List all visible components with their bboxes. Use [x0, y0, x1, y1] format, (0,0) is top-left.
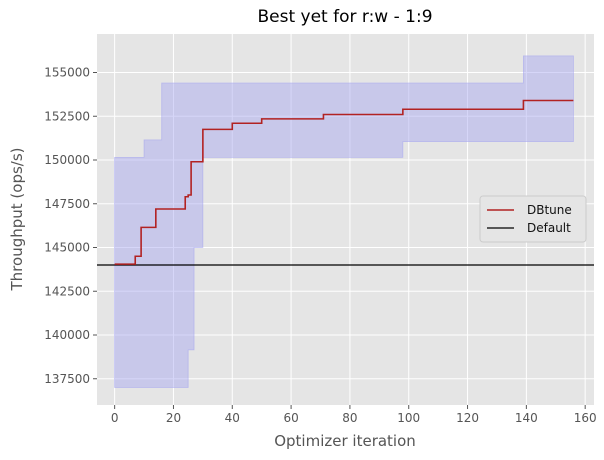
- legend-label-default: Default: [527, 221, 571, 235]
- series-line-dbtune: [114, 99, 574, 265]
- legend-label-dbtune: DBtune: [527, 203, 572, 217]
- x-tick-label: 80: [342, 411, 357, 425]
- legend: DBtune Default: [479, 195, 587, 243]
- y-tick-label: 142500: [44, 284, 90, 298]
- x-tick-label: 20: [166, 411, 181, 425]
- x-tick-label: 60: [283, 411, 298, 425]
- chart-title: Best yet for r:w - 1:9: [257, 7, 432, 27]
- y-tick-label: 137500: [44, 372, 90, 386]
- x-tick-label: 100: [397, 411, 420, 425]
- y-tick-label: 155000: [44, 66, 90, 80]
- y-tick-label: 147500: [44, 197, 90, 211]
- x-tick-label: 140: [515, 411, 538, 425]
- x-tick-label: 120: [456, 411, 479, 425]
- ticks: 0 20 40 60 80 100 120 140 160 137500 140000 142500 1…: [44, 66, 596, 426]
- series: [97, 99, 594, 266]
- legend-box: [479, 195, 587, 243]
- grid: [97, 34, 594, 405]
- y-axis-label: Throughput (ops/s): [8, 148, 26, 292]
- x-tick-label: 0: [111, 411, 119, 425]
- x-tick-label: 40: [225, 411, 240, 425]
- x-tick-label: 160: [574, 411, 597, 425]
- y-tick-label: 152500: [44, 109, 90, 123]
- y-tick-label: 140000: [44, 328, 90, 342]
- confidence-band: [114, 55, 574, 388]
- y-tick-label: 150000: [44, 153, 90, 167]
- band-area: [114, 55, 574, 388]
- x-axis-label: Optimizer iteration: [274, 432, 416, 450]
- y-tick-label: 145000: [44, 241, 90, 255]
